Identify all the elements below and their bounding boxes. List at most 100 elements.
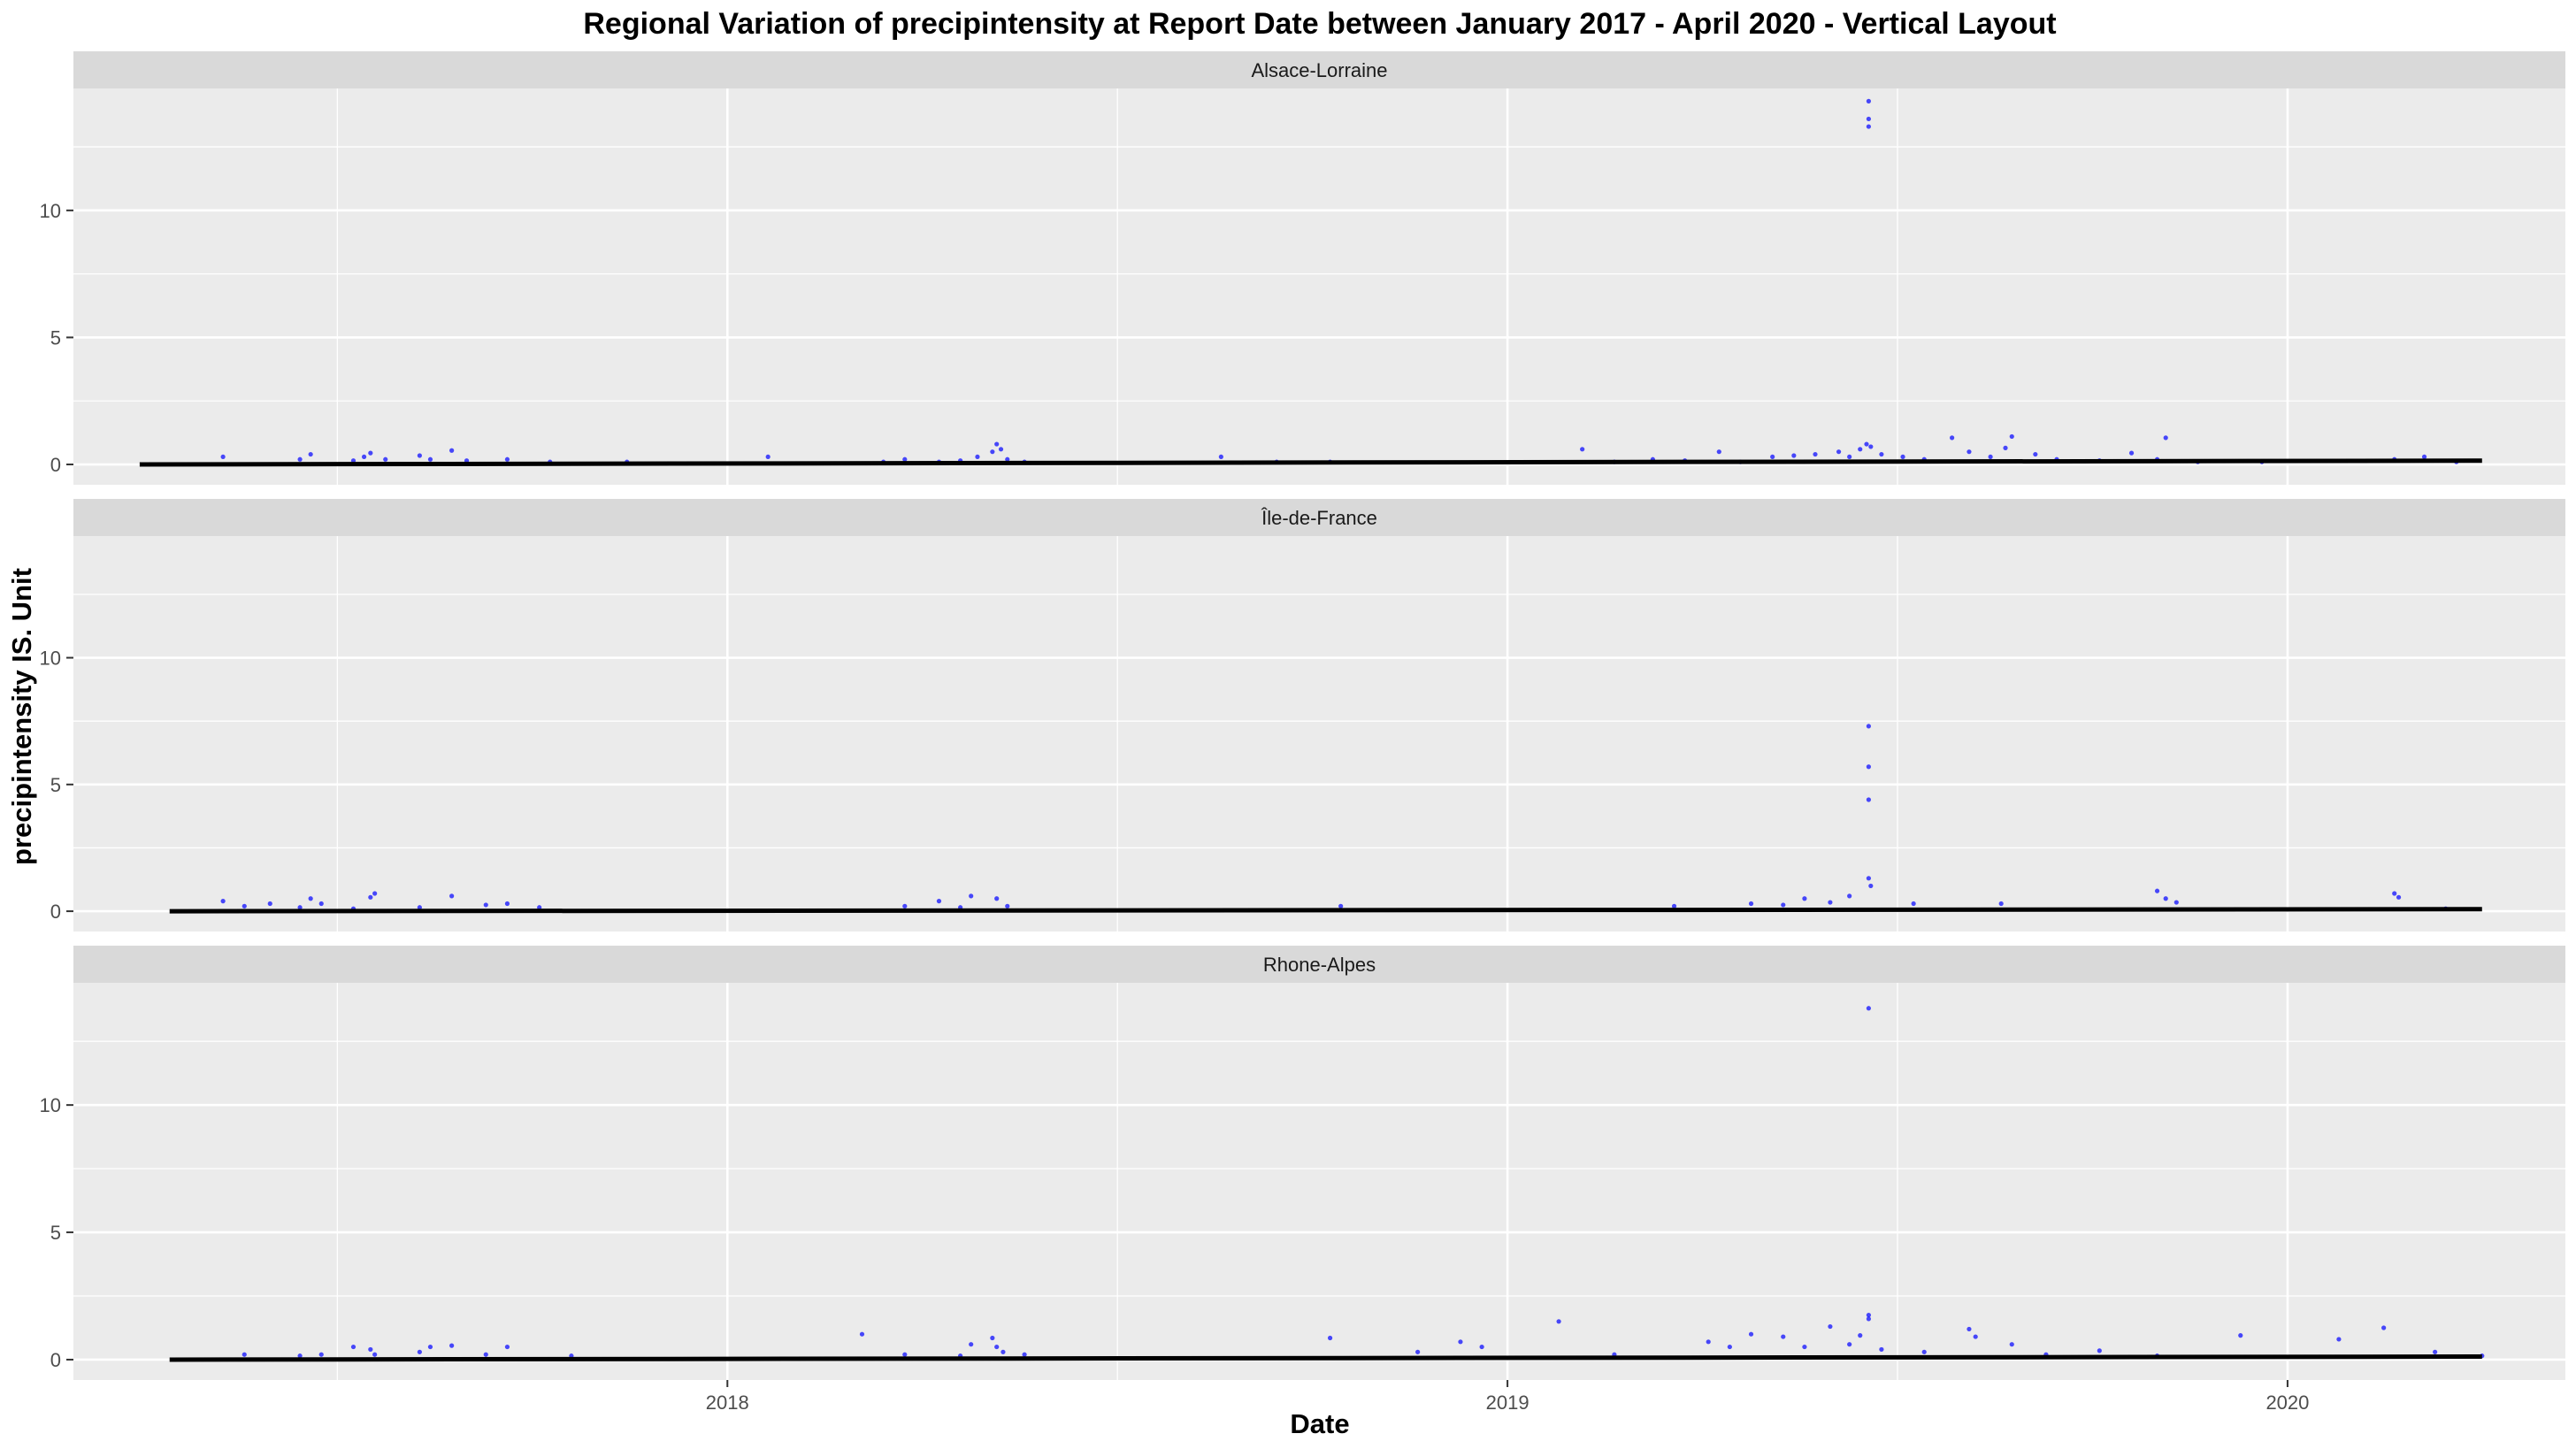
- facet-strip: [73, 499, 2565, 536]
- data-point: [1950, 435, 1955, 441]
- data-point: [1828, 900, 1833, 905]
- data-point: [1836, 449, 1842, 455]
- trend-line: [169, 1354, 2482, 1362]
- data-point: [902, 903, 908, 908]
- data-point: [417, 453, 422, 458]
- data-point: [1580, 447, 1585, 452]
- data-point: [1988, 454, 1993, 460]
- trend-line: [139, 458, 2482, 467]
- y-axis-label: precipintensity IS. Unit: [6, 568, 37, 865]
- data-point: [368, 894, 373, 900]
- y-tick-label: 10: [40, 1094, 61, 1116]
- data-point: [2336, 1337, 2342, 1342]
- data-point: [383, 456, 388, 462]
- data-point: [1866, 797, 1871, 802]
- data-point: [1858, 447, 1863, 452]
- y-tick-label: 5: [50, 326, 61, 349]
- data-point: [1866, 724, 1871, 729]
- data-point: [1864, 441, 1869, 447]
- facet-strip: [73, 946, 2565, 983]
- data-point: [902, 1352, 908, 1357]
- data-point: [1900, 454, 1905, 460]
- chart-title: Regional Variation of precipintensity at…: [583, 7, 2056, 41]
- y-tick-label: 0: [50, 901, 61, 923]
- data-point: [504, 456, 510, 462]
- data-point: [242, 903, 247, 908]
- data-point: [998, 447, 1004, 452]
- data-point: [765, 454, 770, 460]
- data-point: [994, 1344, 1000, 1350]
- y-tick-label: 10: [40, 648, 61, 670]
- data-point: [1748, 1331, 1754, 1337]
- facet-strip-label: Alsace-Lorraine: [1251, 59, 1387, 81]
- data-point: [1879, 1346, 1884, 1353]
- data-point: [1748, 901, 1754, 907]
- data-point: [1706, 1339, 1711, 1345]
- data-point: [1866, 1316, 1871, 1322]
- data-point: [2003, 445, 2008, 450]
- data-point: [1847, 893, 1852, 899]
- data-point: [1781, 1334, 1786, 1339]
- data-point: [1868, 444, 1874, 449]
- data-point: [372, 1352, 378, 1357]
- data-point: [350, 1344, 356, 1350]
- data-point: [297, 456, 303, 462]
- data-point: [1813, 451, 1818, 457]
- data-point: [220, 454, 226, 460]
- data-point: [1022, 1352, 1027, 1357]
- data-point: [1868, 883, 1874, 889]
- facet-2: Île-de-France 0 5 10: [40, 499, 2565, 932]
- data-point: [1847, 454, 1852, 460]
- data-point: [1802, 1344, 1807, 1350]
- panel-background: [73, 983, 2565, 1380]
- facet-strip: [73, 51, 2565, 88]
- data-point: [242, 1352, 247, 1357]
- data-point: [1479, 1344, 1484, 1350]
- data-point: [859, 1331, 865, 1337]
- x-axis-label: Date: [1290, 1408, 1349, 1439]
- data-point: [2396, 894, 2402, 900]
- data-point: [1921, 1349, 1927, 1354]
- data-point: [2033, 451, 2038, 457]
- data-point: [936, 899, 942, 904]
- data-point: [1781, 902, 1786, 908]
- data-point: [297, 1353, 303, 1359]
- data-point: [2163, 896, 2168, 901]
- data-point: [372, 891, 378, 896]
- data-point: [1866, 124, 1871, 129]
- data-point: [1415, 1349, 1421, 1354]
- data-point: [1858, 1333, 1863, 1338]
- data-point: [969, 1342, 974, 1347]
- x-tick-label: 2020: [2266, 1392, 2309, 1414]
- data-point: [308, 896, 313, 901]
- data-point: [361, 454, 367, 460]
- y-tick-label: 10: [40, 200, 61, 222]
- y-tick-label: 5: [50, 1222, 61, 1244]
- data-point: [417, 905, 422, 910]
- data-point: [2163, 435, 2168, 441]
- facet-strip-label: Rhone-Alpes: [1263, 954, 1376, 976]
- data-point: [1791, 453, 1797, 458]
- data-point: [1327, 1335, 1333, 1341]
- data-point: [2381, 1325, 2387, 1330]
- data-point: [504, 1344, 510, 1350]
- data-point: [368, 1346, 373, 1353]
- data-point: [2238, 1333, 2243, 1338]
- facet-3: Rhone-Alpes 0 5 10: [40, 946, 2565, 1380]
- data-point: [1866, 1313, 1871, 1318]
- data-point: [537, 905, 542, 910]
- data-point: [267, 901, 272, 907]
- data-point: [1866, 116, 1871, 122]
- data-point: [1458, 1339, 1463, 1345]
- data-point: [902, 456, 908, 462]
- data-point: [1000, 1349, 1006, 1354]
- data-point: [1218, 454, 1223, 460]
- data-point: [220, 899, 226, 904]
- data-point: [1847, 1342, 1852, 1347]
- data-point: [2433, 1349, 2438, 1354]
- data-point: [449, 893, 455, 899]
- data-point: [994, 896, 1000, 901]
- data-point: [975, 454, 980, 460]
- data-point: [1716, 449, 1721, 455]
